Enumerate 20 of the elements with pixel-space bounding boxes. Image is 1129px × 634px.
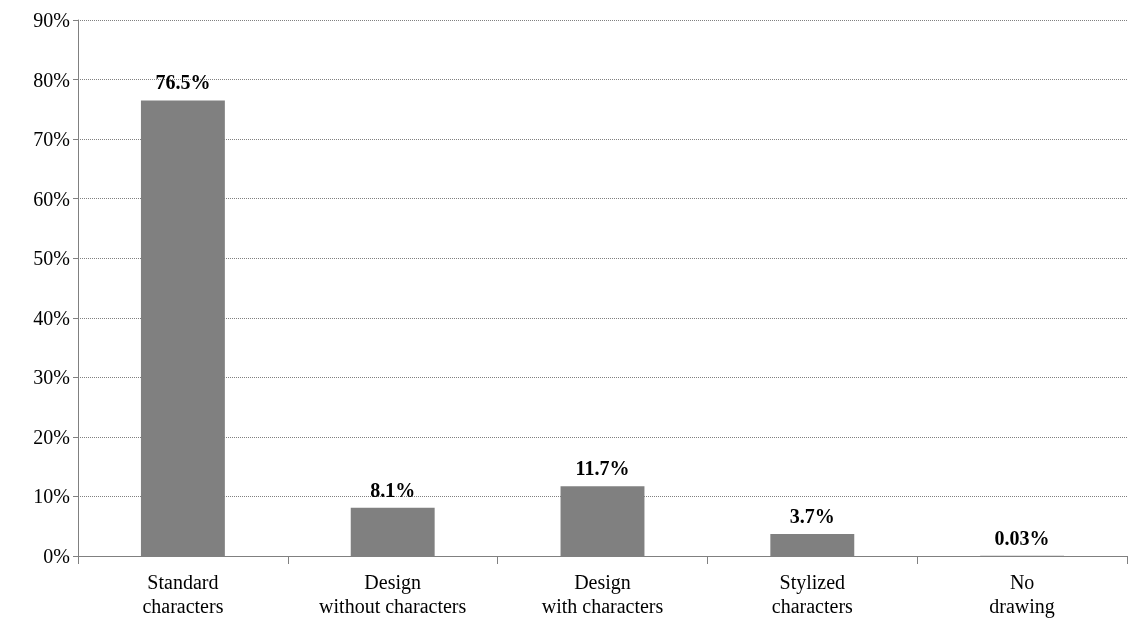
x-tick-label: Stylized characters bbox=[771, 571, 854, 617]
x-tick-label: Design with characters bbox=[541, 571, 664, 617]
data-label: 11.7% bbox=[575, 457, 630, 480]
x-tick-label: Design without characters bbox=[319, 571, 467, 617]
data-label: 3.7% bbox=[789, 504, 835, 527]
y-tick-label: 30% bbox=[33, 366, 70, 389]
x-tick-label: Standard characters bbox=[142, 571, 224, 617]
y-tick-label: 10% bbox=[33, 485, 70, 508]
y-tick-label: 40% bbox=[33, 306, 70, 329]
y-tick-label: 0% bbox=[43, 545, 70, 567]
data-label: 76.5% bbox=[155, 71, 211, 94]
y-tick-label: 70% bbox=[33, 128, 70, 151]
y-tick-label: 90% bbox=[33, 9, 70, 31]
y-tick-label: 80% bbox=[33, 68, 70, 91]
data-label: 0.03% bbox=[994, 526, 1050, 549]
data-label: 8.1% bbox=[370, 478, 416, 501]
y-tick-label: 50% bbox=[33, 247, 70, 270]
y-tick-label: 20% bbox=[33, 425, 70, 448]
x-tick-label: No drawing bbox=[989, 571, 1055, 618]
y-tick-label: 60% bbox=[33, 187, 70, 210]
